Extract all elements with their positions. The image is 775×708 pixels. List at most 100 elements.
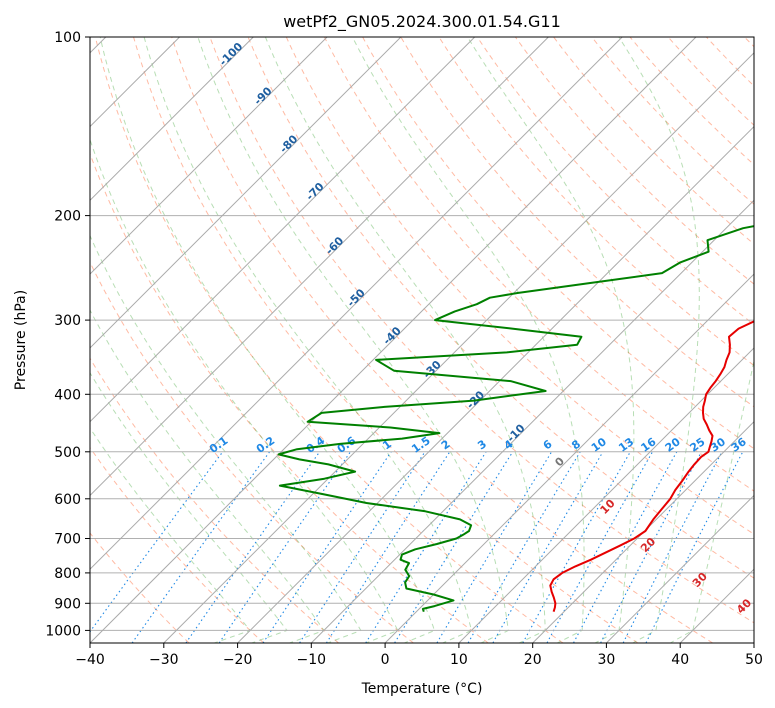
moist-adiabat [351,37,585,643]
isotherm [90,37,254,202]
isopleth-labels: -100-90-80-70-60-50-40-30-20-10010203040… [207,40,754,617]
y-tick-label: 700 [54,532,81,548]
dry-adiabat [553,37,754,245]
moist-adiabat-label: 0 [552,454,567,469]
x-tick-label: 0 [381,652,390,668]
dry-adiabat [744,37,754,48]
mixing-ratio-line [600,451,702,643]
y-tick-label: 200 [54,209,81,225]
y-tick-label: 1000 [45,623,81,639]
profiles [277,225,754,613]
chart-title: wetPf2_GN05.2024.300.01.54.G11 [283,12,561,32]
dry-adiabat [438,37,754,367]
dry-adiabat-label: -70 [303,180,326,203]
mixing-ratio-line [546,451,653,643]
moist-adiabat [90,309,325,643]
mixing-ratio-label: 0.4 [304,434,328,456]
dry-adiabat [90,261,414,643]
x-tick-label: 10 [450,652,468,668]
moist-adiabat [90,371,288,643]
y-tick-label: 600 [54,492,81,508]
isotherm [606,494,754,643]
dry-adiabat [209,37,754,624]
mixing-ratio-label: 0.1 [207,434,230,456]
mixing-ratio-line [185,451,321,643]
moist-adiabat [467,37,635,643]
dry-adiabat-label: -100 [217,40,246,69]
x-tick-label: −30 [149,652,179,668]
x-tick-label: 50 [745,652,763,668]
y-tick-label: 100 [54,30,81,46]
mixing-ratio-line [325,451,451,643]
y-tick-label: 300 [54,313,81,329]
y-tick-label: 500 [54,445,81,461]
mixing-ratio-line [131,451,271,643]
mixing-ratio-line [262,451,392,643]
dry-adiabat [362,37,754,450]
moist-adiabat [90,234,362,643]
x-tick-label: 30 [597,652,615,668]
mixing-ratio-line [218,451,351,643]
y-tick-label: 900 [54,596,81,612]
dewpoint-profile [277,225,754,613]
mixing-ratio-label: 3 [475,437,489,452]
dry-adiabat-label: -60 [323,234,346,257]
dry-adiabat [285,37,754,535]
moist-adiabat-label: 40 [734,596,754,616]
mixing-ratio-line [365,451,487,643]
moist-adiabat [143,37,473,643]
mixing-ratio-line [394,451,514,643]
moist-adiabat [90,138,399,643]
x-tick-label: 20 [524,652,542,668]
moist-adiabat [90,427,251,643]
isotherm [310,199,754,643]
dry-adiabat-label: -30 [421,358,444,381]
temperature-profile [549,320,754,612]
mixing-ratio-line [299,451,426,643]
y-tick-label: 800 [54,566,81,582]
background-lines [90,37,754,643]
isotherm [90,37,402,349]
moist-adiabat-label: 20 [638,535,658,555]
plot-frame [89,36,755,644]
isotherm [458,347,754,643]
isotherm [90,37,476,423]
dry-adiabat [324,37,754,492]
mixing-ratio-line [436,451,553,643]
moist-adiabat [264,37,546,643]
dry-adiabat [90,446,265,643]
isotherm [237,125,754,643]
mixing-ratio-label: 2 [439,437,453,452]
mixing-ratio-line [573,451,678,643]
x-tick-label: −20 [223,652,253,668]
y-axis-label: Pressure (hPa) [13,290,29,390]
isotherm [163,52,754,643]
moist-adiabat-label: 10 [598,497,618,517]
mixing-ratio-line [467,451,581,643]
isotherm [679,568,754,643]
x-axis-label: Temperature (°C) [361,681,483,697]
dry-adiabat [247,37,754,579]
moist-adiabat [618,37,700,643]
dry-adiabat [591,37,754,205]
x-tick-label: 40 [671,652,689,668]
y-tick-label: 400 [54,387,81,403]
isotherm [90,37,549,497]
isotherm [90,37,697,643]
x-tick-label: −40 [75,652,105,668]
x-axis: −40 −30 −20 −10 0 10 20 30 40 50 [75,643,763,668]
dry-adiabat [90,152,489,643]
mixing-ratio-label: 6 [541,437,555,452]
isotherm [384,273,754,643]
isotherm [90,37,328,275]
dry-adiabat [171,37,713,643]
x-tick-label: −10 [297,652,327,668]
moist-adiabat [99,37,436,643]
dry-adiabat [706,37,754,87]
isotherm [90,37,623,570]
mixing-ratio-line [90,451,224,633]
mixing-ratio-label: 8 [569,437,583,452]
isotherm [532,420,754,643]
dry-adiabat [400,37,754,408]
